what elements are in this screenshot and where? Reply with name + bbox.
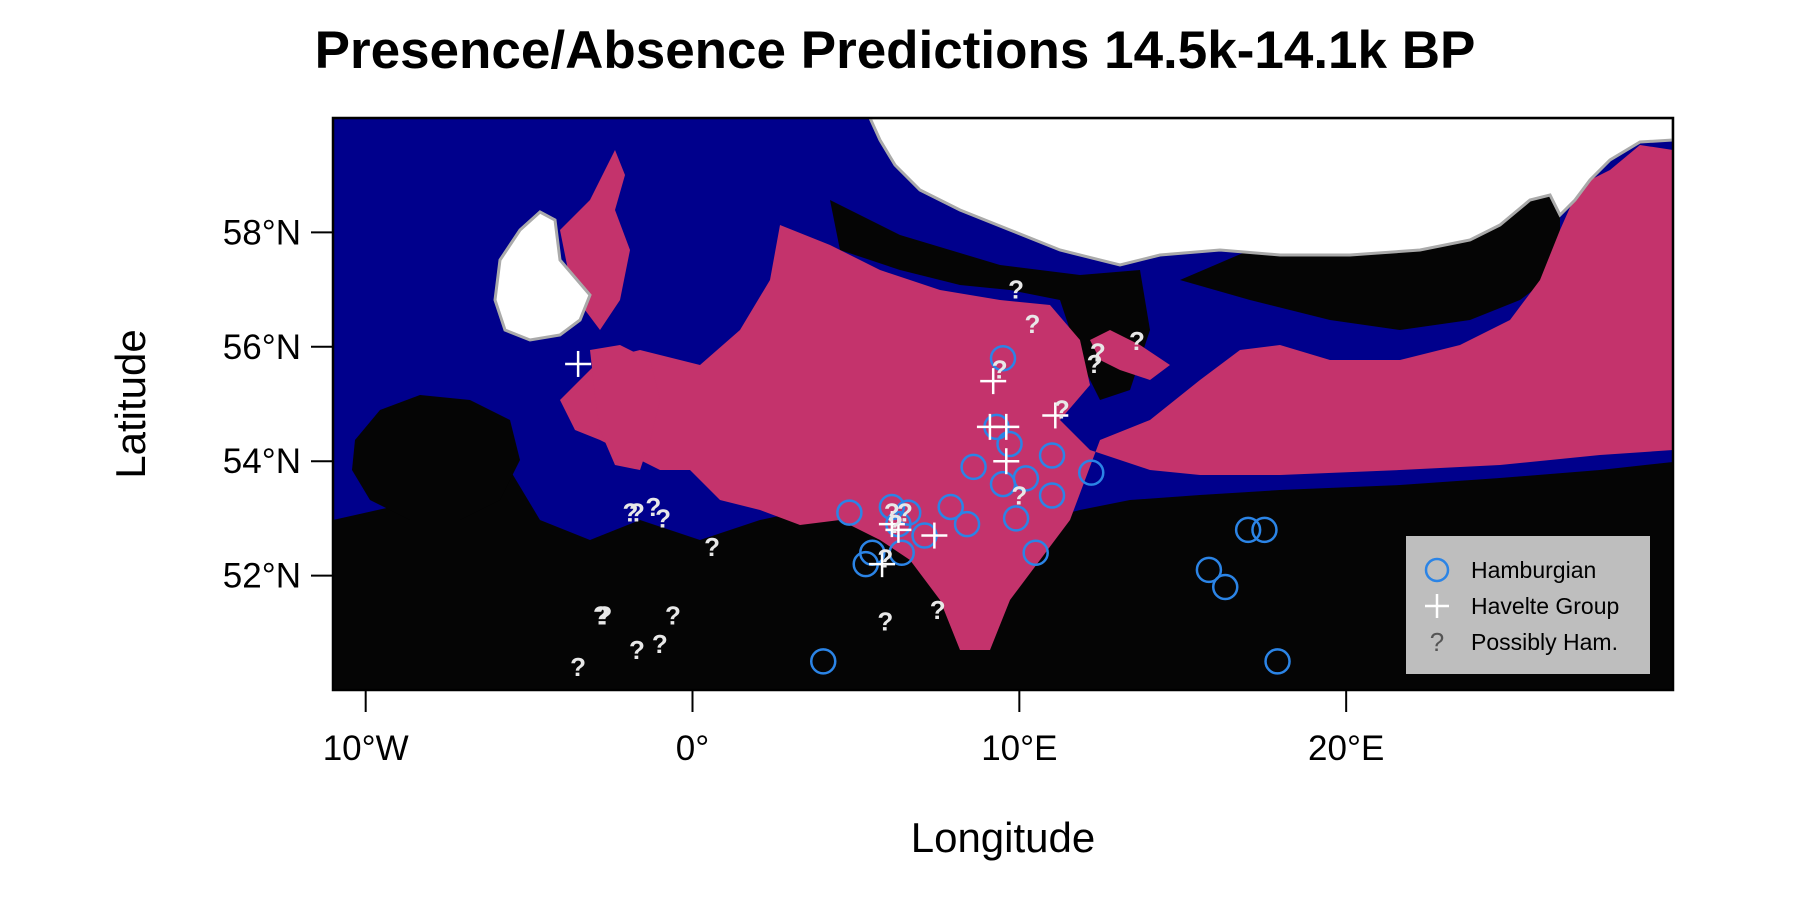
possibly-hamburgian-site-marker: ? [930,595,946,625]
hamburgian-site-marker [809,648,837,675]
havelte-site-marker [1042,402,1069,429]
y-tick-label: 56°N [223,328,301,367]
possibly-hamburgian-site-marker: ? [1011,481,1027,511]
possibly-hamburgian-site-marker: ? [877,543,893,573]
hamburgian-site-marker [989,344,1017,372]
possibly-hamburgian-site-marker: ? [877,606,893,636]
hamburgian-site-marker [1038,482,1066,509]
hamburgian-site-marker [1264,648,1291,675]
havelte-site-marker [993,448,1020,475]
possibly-hamburgian-site-marker: ? [1054,395,1070,425]
legend-label: Possibly Ham. [1471,629,1618,655]
possibly-hamburgian-site-marker: ? [629,498,645,528]
possibly-hamburgian-site-marker: ? [992,355,1008,385]
legend-entry-hamburgian: Hamburgian [1424,557,1596,583]
map-layers [333,118,1673,690]
possibly-hamburgian-site-marker: ? [622,498,638,528]
presence-region-denmark [1090,330,1170,380]
havelte-site-marker [993,413,1020,440]
y-tick-label: 54°N [223,442,301,481]
presence-region-britain [590,345,660,470]
x-axis-label: Longitude [911,814,1096,861]
y-tick-label: 52°N [223,557,301,596]
y-tick-label: 58°N [223,213,301,252]
possibly-hamburgian-site-marker: ? [655,503,671,533]
havelte-site-marker [878,511,905,538]
hamburgian-site-marker [1002,505,1030,532]
possibly-hamburgian-site-marker: ? [665,601,681,631]
possibly-hamburgian-site-marker: ? [704,532,720,562]
hamburgian-site-marker [960,453,987,481]
possibly-hamburgian-site-marker: ? [1008,275,1024,305]
hamburgian-site-marker [1077,459,1105,486]
hamburgian-site-marker [996,430,1023,458]
possibly-hamburgian-site-marker: ? [645,492,661,522]
havelte-site-marker [869,551,896,578]
hamburgian-site-marker [1234,516,1262,544]
legend-question-icon: ? [1430,627,1444,657]
hamburgian-site-marker [888,539,915,566]
legend-entry-possibly: ? Possibly Ham. [1430,627,1618,657]
possibly-hamburgian-site-marker: ? [897,498,913,528]
hamburgian-site-marker [1012,465,1040,492]
x-tick-label: 10°E [981,729,1057,768]
hamburgian-site-marker [1251,516,1278,544]
legend: Hamburgian Havelte Group? Possibly Ham. [1406,536,1650,674]
possibly-hamburgian-site-marker: ? [887,509,903,539]
absence-region-ireland [352,395,520,520]
x-tick-label: 10°W [323,729,409,768]
possibly-hamburgian-site-marker: ? [593,601,609,631]
hamburgian-site-marker [1022,539,1049,566]
y-axis: 52°N 54°N 56°N 58°N [223,213,334,596]
hamburgian-site-marker [1038,442,1066,469]
legend-label: Havelte Group [1471,593,1619,619]
presence-region-doggerland [560,145,1673,650]
x-axis: 10°W 0° 10°E 20°E [323,689,1384,768]
havelte-site-marker [980,368,1007,395]
hamburgian-site-marker [1195,556,1223,584]
chart-title: Presence/Absence Predictions 14.5k-14.1k… [315,21,1476,80]
possibly-hamburgian-site-marker: ? [652,629,668,659]
absence-region-north [830,200,1150,400]
ice-sheet-scandinavia [868,118,1673,267]
possibly-hamburgian-site-marker: ? [629,635,645,665]
x-tick-label: 20°E [1308,729,1384,768]
site-markers: ????????????????????????? [565,275,1291,682]
hamburgian-site-marker [836,499,863,526]
legend-label: Hamburgian [1471,557,1596,583]
possibly-hamburgian-site-marker: ? [570,652,586,682]
legend-circle-icon [1424,557,1450,583]
hamburgian-site-marker [937,493,964,521]
havelte-site-marker [565,350,592,377]
possibly-hamburgian-site-marker: ? [1129,326,1145,356]
havelte-site-marker [885,516,912,543]
hamburgian-site-marker [953,510,981,538]
hamburgian-site-marker [1211,573,1239,601]
legend-plus-icon [1425,594,1449,618]
possibly-hamburgian-site-marker: ? [1087,349,1103,379]
possibly-hamburgian-site-marker: ? [1024,309,1040,339]
legend-entry-havelte: Havelte Group [1425,593,1619,619]
possibly-hamburgian-site-marker: ? [596,601,612,631]
havelte-site-marker [921,522,948,549]
ice-sheet-scotland [493,210,592,342]
possibly-hamburgian-site-marker: ? [1090,338,1106,368]
x-tick-label: 0° [676,729,709,768]
possibly-hamburgian-site-marker: ? [884,498,900,528]
y-axis-label: Latitude [107,329,154,478]
